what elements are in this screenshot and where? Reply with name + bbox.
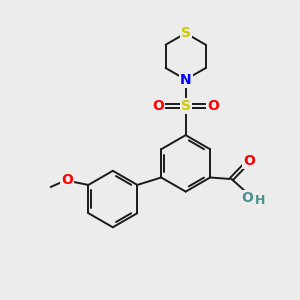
Text: O: O — [243, 154, 255, 168]
Text: S: S — [181, 26, 191, 40]
Text: O: O — [61, 172, 73, 187]
Text: O: O — [207, 99, 219, 113]
Text: O: O — [241, 191, 253, 205]
Text: S: S — [181, 99, 191, 113]
Text: N: N — [180, 73, 191, 87]
Text: H: H — [255, 194, 265, 207]
Text: O: O — [152, 99, 164, 113]
